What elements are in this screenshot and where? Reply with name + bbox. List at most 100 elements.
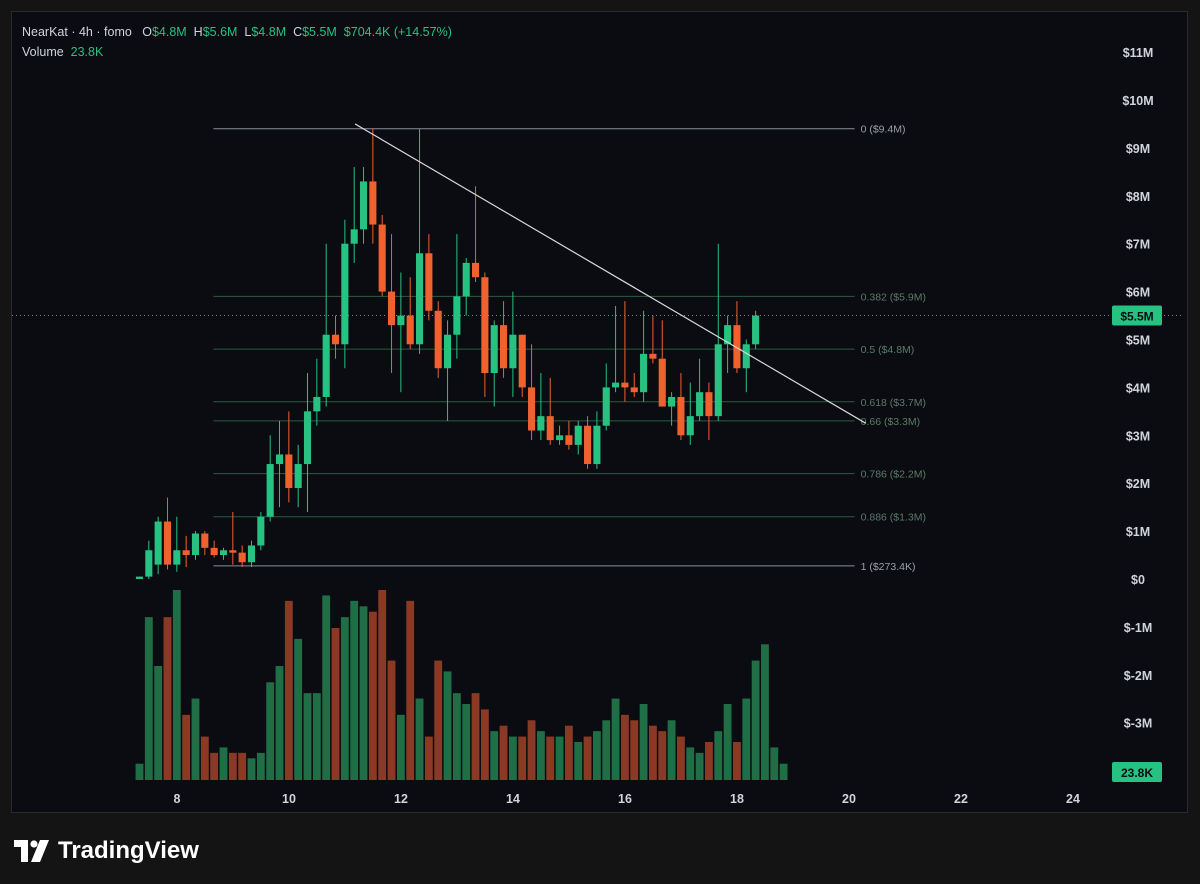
volume-bar bbox=[284, 600, 293, 780]
volume-bar bbox=[714, 731, 723, 780]
volume-label[interactable]: Volume bbox=[22, 45, 64, 59]
candle-body bbox=[724, 325, 732, 345]
candle-body bbox=[210, 547, 218, 556]
open-value: $4.8M bbox=[151, 25, 187, 39]
y-tick-label: $11M bbox=[1123, 46, 1154, 60]
x-tick-label: 12 bbox=[394, 792, 408, 806]
candle-body bbox=[518, 334, 526, 388]
candle-body bbox=[173, 550, 181, 565]
y-tick-label: $-3M bbox=[1124, 717, 1152, 731]
volume-bar bbox=[546, 736, 555, 780]
volume-bar bbox=[247, 758, 256, 780]
candle-body bbox=[556, 435, 564, 441]
volume-bar bbox=[359, 606, 368, 780]
chart-panel[interactable]: 0 ($9.4M) 0.382 ($5.9M) 0.5 ($4.8M) 0.618 (… bbox=[11, 11, 1188, 813]
x-tick-label: 8 bbox=[174, 792, 181, 806]
candle-body bbox=[705, 392, 713, 417]
interval[interactable]: 4h bbox=[78, 25, 93, 39]
price-axis[interactable]: $11M $10M $9M $8M $7M $6M $5M $4M $3M $2M $1M $0 $-1… bbox=[1112, 46, 1162, 782]
current-price-label: $5.5M bbox=[1120, 310, 1153, 324]
volume-bar bbox=[592, 731, 601, 780]
candle-body bbox=[285, 454, 293, 488]
fib-level-label: 0 ($9.4M) bbox=[861, 124, 906, 136]
volume-bar bbox=[742, 698, 751, 780]
volume-bar bbox=[387, 660, 396, 780]
fib-level-label: 0.618 ($3.7M) bbox=[861, 397, 926, 409]
volume-bar bbox=[471, 693, 480, 780]
low-value: $4.8M bbox=[251, 25, 287, 39]
candle-body bbox=[630, 387, 638, 393]
y-tick-label: $7M bbox=[1126, 238, 1150, 252]
volume-bar bbox=[228, 752, 237, 780]
low-label: L bbox=[244, 25, 252, 39]
volume-bar bbox=[256, 752, 265, 780]
candle-body bbox=[752, 315, 760, 345]
candle-body bbox=[182, 550, 190, 556]
volume-bar bbox=[667, 720, 676, 780]
volume-bar bbox=[639, 704, 648, 780]
candle-body bbox=[378, 224, 386, 292]
candle-body bbox=[294, 464, 302, 488]
volume-bar bbox=[424, 736, 433, 780]
fibonacci-retracement[interactable]: 0 ($9.4M) 0.382 ($5.9M) 0.5 ($4.8M) 0.618 (… bbox=[213, 124, 926, 573]
high-label: H bbox=[193, 25, 203, 39]
current-volume-tag bbox=[1112, 762, 1162, 782]
candle-body bbox=[331, 334, 340, 345]
close-value: $5.5M bbox=[302, 25, 337, 39]
y-tick-label: $0 bbox=[1131, 573, 1145, 587]
y-tick-label: $4M bbox=[1126, 381, 1150, 395]
candle-body bbox=[658, 358, 666, 407]
fib-level-label: 0.786 ($2.2M) bbox=[861, 469, 926, 481]
x-tick-label: 10 bbox=[282, 792, 296, 806]
fib-level-label: 0.382 ($5.9M) bbox=[861, 291, 926, 303]
volume-bar bbox=[182, 714, 191, 780]
candle-body bbox=[135, 576, 144, 579]
volume-bar bbox=[462, 704, 471, 780]
chart-legend: NearKat · 4h · fomo O$4.8M H$5.6M L$4.8M… bbox=[22, 22, 452, 62]
volume-bar bbox=[677, 736, 685, 780]
volume-bar bbox=[443, 671, 452, 780]
volume-bar bbox=[238, 752, 247, 780]
volume-bar bbox=[602, 720, 611, 780]
fib-level-label: 0.886 ($1.3M) bbox=[861, 512, 926, 524]
candle-body bbox=[201, 533, 209, 548]
candle-body bbox=[163, 521, 172, 565]
candle-body bbox=[481, 277, 489, 374]
volume-bar bbox=[751, 660, 760, 780]
candle-body bbox=[621, 382, 629, 388]
tradingview-logo-icon bbox=[14, 840, 50, 862]
candle-body bbox=[434, 310, 442, 369]
volume-bar bbox=[527, 720, 536, 780]
symbol-name[interactable]: NearKat bbox=[22, 25, 68, 39]
change-value: $704.4K (+14.57%) bbox=[343, 25, 452, 39]
volume-bar bbox=[518, 736, 527, 780]
volume-bar bbox=[210, 752, 219, 780]
x-tick-label: 24 bbox=[1066, 792, 1080, 806]
price-chart[interactable]: 0 ($9.4M) 0.382 ($5.9M) 0.5 ($4.8M) 0.618 (… bbox=[12, 12, 1188, 813]
candle-body bbox=[387, 291, 396, 326]
candle-body bbox=[275, 454, 284, 465]
x-tick-label: 22 bbox=[954, 792, 968, 806]
y-tick-label: $5M bbox=[1126, 334, 1150, 348]
volume-bar bbox=[154, 666, 163, 780]
volume-bar bbox=[779, 763, 788, 780]
candle-body bbox=[677, 396, 685, 436]
volume-bar bbox=[275, 666, 284, 780]
volume-bar bbox=[340, 617, 349, 780]
candle-body bbox=[714, 344, 722, 417]
candle-body bbox=[490, 325, 498, 374]
volume-bar bbox=[200, 736, 209, 780]
open-label: O bbox=[142, 25, 152, 39]
close-label: C bbox=[293, 25, 303, 39]
candle-body bbox=[238, 552, 246, 563]
brand-footer: TradingView bbox=[14, 836, 199, 866]
volume-bar bbox=[368, 611, 377, 780]
descending-trendline bbox=[354, 123, 867, 424]
candle-body bbox=[602, 387, 610, 426]
candle-body bbox=[397, 315, 405, 326]
trendline[interactable] bbox=[354, 123, 867, 424]
candle-body bbox=[640, 353, 648, 393]
y-tick-label: $6M bbox=[1126, 286, 1150, 300]
time-axis[interactable]: 8 10 12 14 16 18 20 22 24 bbox=[174, 792, 1080, 806]
brand-name: TradingView bbox=[58, 837, 199, 864]
